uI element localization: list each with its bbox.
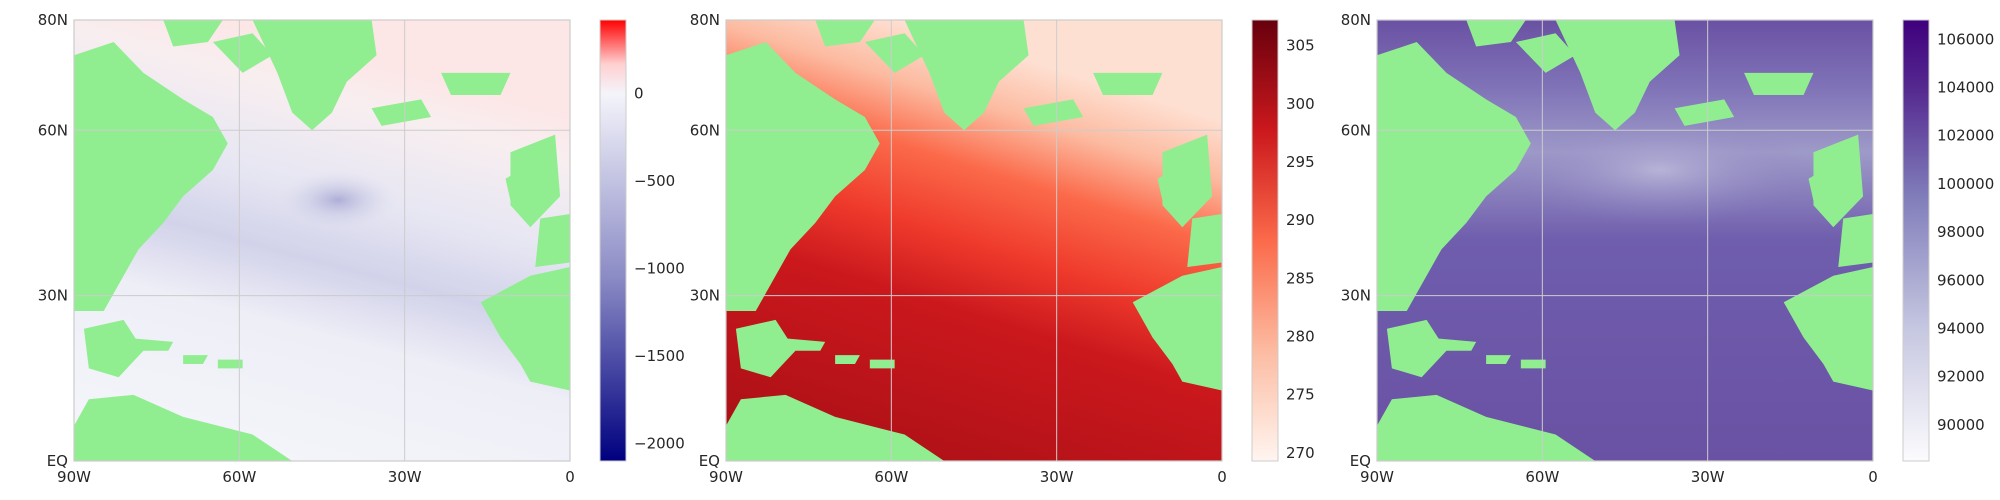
y-tick-label: 60N bbox=[690, 121, 720, 139]
y-tick-label: 60N bbox=[38, 121, 68, 139]
colorbar-tick-label: 92000 bbox=[1937, 368, 1985, 386]
x-tick-label: 60W bbox=[874, 468, 908, 486]
colorbar-tick-label: 102000 bbox=[1937, 127, 1994, 145]
x-axis-ticks: 90W 60W 30W 0 bbox=[1360, 468, 1878, 486]
y-tick-label: EQ bbox=[47, 452, 68, 470]
x-tick-label: 0 bbox=[1868, 468, 1878, 486]
x-tick-label: 90W bbox=[1360, 468, 1394, 486]
colorbar-tick-label: 275 bbox=[1286, 386, 1315, 404]
colorbar bbox=[1902, 19, 1930, 462]
colorbar-tick-label: 90000 bbox=[1937, 416, 1985, 434]
panel-3: 90W 60W 30W 0 EQ 30N 60N 80N 106000 1040… bbox=[1341, 11, 1995, 486]
colorbar-tick-label: 98000 bbox=[1937, 223, 1985, 241]
y-axis-ticks: EQ 30N 60N 80N bbox=[690, 11, 720, 470]
x-tick-label: 30W bbox=[388, 468, 422, 486]
plot-frame bbox=[725, 19, 1223, 462]
colorbar-tick-label: 96000 bbox=[1937, 271, 1985, 289]
x-tick-label: 0 bbox=[565, 468, 575, 486]
colorbar-tick-label: 106000 bbox=[1937, 30, 1994, 48]
y-axis-ticks: EQ 30N 60N 80N bbox=[38, 11, 68, 470]
ocean-field-feature bbox=[1510, 115, 1810, 225]
plot-frame bbox=[1376, 19, 1874, 462]
panel-2: 90W 60W 30W 0 EQ 30N 60N 80N 305 300 295… bbox=[690, 11, 1315, 486]
colorbar-tick-label: 295 bbox=[1286, 153, 1315, 171]
colorbar-tick-label: 94000 bbox=[1937, 319, 1985, 337]
y-tick-label: 80N bbox=[38, 11, 68, 29]
y-tick-label: EQ bbox=[1350, 452, 1371, 470]
gridlines bbox=[726, 20, 1222, 461]
y-tick-label: 30N bbox=[690, 287, 720, 305]
colorbar-tick-label: 0 bbox=[634, 85, 644, 103]
y-tick-label: 80N bbox=[690, 11, 720, 29]
plot-frame bbox=[73, 19, 571, 462]
colorbar-ticks: 0 −500 −1000 −1500 −2000 bbox=[634, 85, 685, 453]
x-tick-label: 30W bbox=[1040, 468, 1074, 486]
y-tick-label: EQ bbox=[699, 452, 720, 470]
y-axis-ticks: EQ 30N 60N 80N bbox=[1341, 11, 1371, 470]
panel-1: 90W 60W 30W 0 EQ 30N 60N 80N 0 −500 −100… bbox=[38, 11, 685, 486]
x-axis-ticks: 90W 60W 30W 0 bbox=[57, 468, 575, 486]
colorbar-tick-label: 280 bbox=[1286, 327, 1315, 345]
x-tick-label: 60W bbox=[222, 468, 256, 486]
colorbar-tick-label: 270 bbox=[1286, 444, 1315, 462]
colorbar-tick-label: 300 bbox=[1286, 95, 1315, 113]
y-tick-label: 30N bbox=[1341, 287, 1371, 305]
x-tick-label: 60W bbox=[1525, 468, 1559, 486]
colorbar bbox=[1251, 19, 1279, 462]
x-tick-label: 90W bbox=[709, 468, 743, 486]
x-tick-label: 30W bbox=[1691, 468, 1725, 486]
x-tick-label: 90W bbox=[57, 468, 91, 486]
gridlines bbox=[74, 20, 570, 461]
y-tick-label: 80N bbox=[1341, 11, 1371, 29]
colorbar-ticks: 305 300 295 290 285 280 275 270 bbox=[1286, 37, 1315, 462]
colorbar-ticks: 106000 104000 102000 100000 98000 96000 … bbox=[1937, 30, 1994, 434]
colorbar-tick-label: −1500 bbox=[634, 347, 685, 365]
colorbar bbox=[599, 19, 627, 462]
colorbar-tick-label: −500 bbox=[634, 172, 675, 190]
colorbar-tick-label: −1000 bbox=[634, 260, 685, 278]
ocean-field-feature bbox=[278, 170, 398, 230]
x-axis-ticks: 90W 60W 30W 0 bbox=[709, 468, 1227, 486]
y-tick-label: 30N bbox=[38, 287, 68, 305]
colorbar-tick-label: 285 bbox=[1286, 269, 1315, 287]
colorbar-tick-label: 290 bbox=[1286, 211, 1315, 229]
colorbar-tick-label: 104000 bbox=[1937, 78, 1994, 96]
colorbar-tick-label: 100000 bbox=[1937, 175, 1994, 193]
x-tick-label: 0 bbox=[1217, 468, 1227, 486]
y-tick-label: 60N bbox=[1341, 121, 1371, 139]
colorbar-tick-label: −2000 bbox=[634, 435, 685, 453]
colorbar-tick-label: 305 bbox=[1286, 37, 1315, 55]
gridlines bbox=[1377, 20, 1873, 461]
